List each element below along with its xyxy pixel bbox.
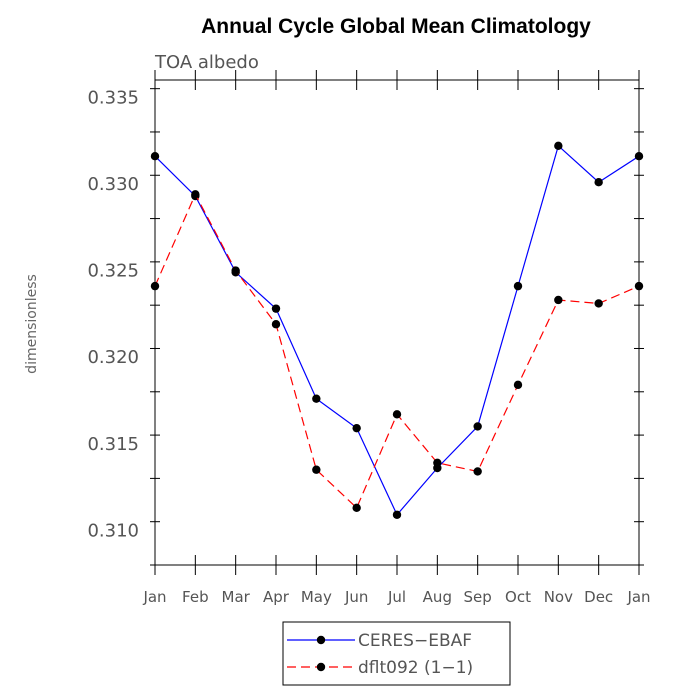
legend-label: dflt092 (1−1) [358, 658, 473, 678]
legend-items: CERES−EBAF dflt092 (1−1) [287, 631, 473, 678]
x-axis-ticks: Jan Feb Mar Apr May Jun Jul Aug Sep Oct Nov Dec Jan [142, 70, 651, 606]
legend-box [282, 621, 511, 686]
legend-marker [316, 635, 326, 645]
x-tick-label: Dec [584, 588, 613, 606]
series-point [513, 281, 523, 291]
series-point [554, 295, 563, 305]
y-tick-label: 0.330 [87, 174, 139, 195]
legend: CERES−EBAF dflt092 (1−1) [282, 621, 511, 686]
series-point [150, 152, 160, 161]
y-tick-label: 0.320 [87, 347, 139, 368]
x-tick-label: Feb [182, 588, 209, 606]
series-point [594, 299, 603, 308]
series-line [154, 192, 640, 509]
x-tick-label: Mar [222, 588, 251, 606]
x-tick-label: Nov [544, 588, 573, 606]
series-point [231, 266, 240, 275]
x-tick-label: Aug [423, 588, 452, 606]
series-point [352, 423, 361, 433]
chart-title: Annual Cycle Global Mean Climatology [201, 15, 591, 38]
series-point [433, 458, 442, 468]
series-point [392, 510, 402, 519]
series-point [312, 394, 321, 403]
y-tick-label: 0.335 [87, 87, 139, 108]
series-point [634, 281, 644, 291]
y-axis-ticks: 0.310 0.315 0.320 0.325 0.330 0.335 [87, 87, 644, 566]
x-tick-label: May [301, 588, 332, 606]
series-point [594, 177, 603, 187]
legend-marker [316, 662, 326, 672]
y-tick-label: 0.325 [87, 261, 139, 282]
x-tick-label: Oct [505, 588, 531, 606]
x-tick-label: Apr [263, 588, 290, 606]
series-point [150, 281, 160, 291]
x-tick-label: Jul [387, 588, 406, 606]
series-point [473, 422, 482, 431]
series-line [154, 144, 640, 516]
y-axis-label: dimensionless [24, 274, 40, 374]
series-point [392, 410, 402, 419]
x-tick-label: Jan [142, 588, 166, 606]
series-point [271, 304, 281, 313]
series-layer [150, 141, 644, 519]
x-tick-label: Jan [626, 588, 650, 606]
series-point [312, 465, 321, 474]
series-point [554, 141, 563, 151]
legend-label: CERES−EBAF [358, 631, 472, 651]
series-point [473, 467, 482, 476]
y-tick-label: 0.315 [87, 434, 139, 455]
series-point [191, 190, 200, 199]
x-tick-label: Jun [344, 588, 368, 606]
series-point [634, 152, 644, 161]
x-tick-label: Sep [464, 588, 492, 606]
series-point [352, 503, 361, 513]
series-point [271, 320, 281, 329]
chart-subtitle: TOA albedo [154, 52, 259, 73]
y-tick-label: 0.310 [87, 520, 139, 541]
series-point [513, 380, 523, 390]
